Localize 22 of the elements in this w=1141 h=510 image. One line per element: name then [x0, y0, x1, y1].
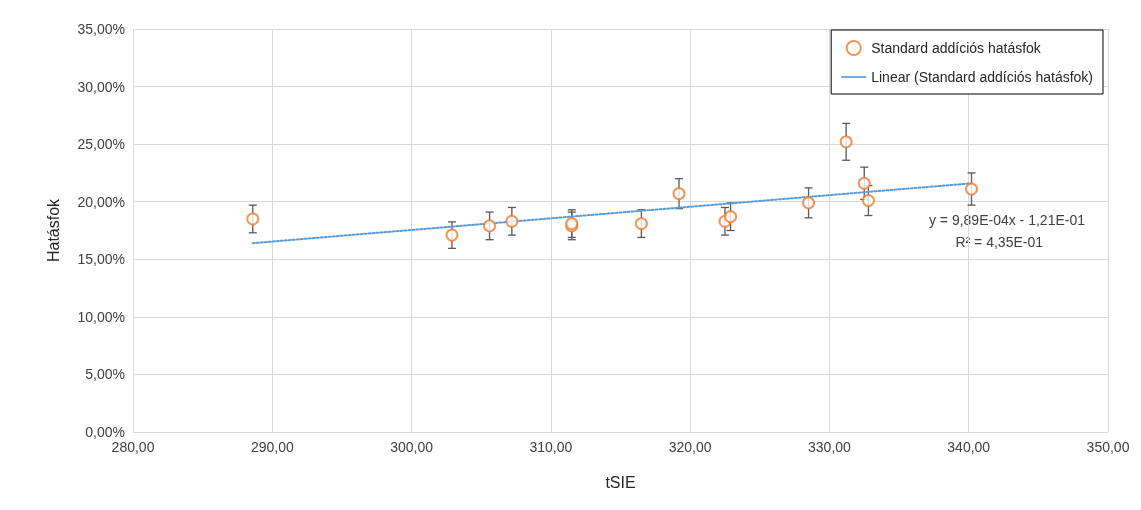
y-tick-label: 35,00% — [77, 21, 125, 37]
y-tick-label: 30,00% — [77, 78, 125, 95]
y-tick-label: 20,00% — [77, 193, 125, 210]
x-tick-label: 350,00 — [1086, 439, 1130, 455]
x-tick-label: 330,00 — [808, 439, 852, 455]
annotation: R² = 4,35E-01 — [955, 234, 1044, 250]
x-tick-label: 300,00 — [390, 439, 434, 455]
y-tick-label: 5,00% — [85, 366, 125, 383]
x-tick-label: 290,00 — [250, 439, 294, 455]
x-tick-label: 320,00 — [668, 439, 712, 455]
y-tick-label: 25,00% — [77, 136, 125, 153]
annotation: y = 9,89E-04x - 1,21E-01 — [928, 212, 1086, 228]
legend-label: Linear (Standard addíciós hatásfok) — [871, 69, 1094, 85]
y-axis-title: Hatásfok — [44, 197, 62, 263]
x-tick-label: 280,00 — [111, 439, 155, 455]
y-tick-label: 0,00% — [85, 424, 125, 440]
x-axis-title: tSIE — [605, 473, 636, 491]
y-tick-label: 15,00% — [77, 251, 125, 268]
y-tick-label: 10,00% — [77, 308, 125, 325]
x-tick-label: 340,00 — [947, 439, 991, 455]
legend-label: Standard addíciós hatásfok — [871, 40, 1042, 56]
x-tick-label: 310,00 — [529, 439, 573, 455]
